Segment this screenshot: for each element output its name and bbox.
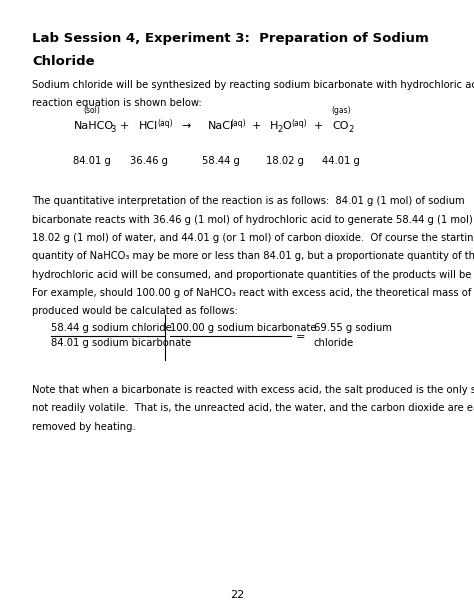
Text: 58.44 g: 58.44 g [202, 156, 240, 166]
Text: For example, should 100.00 g of NaHCO₃ react with excess acid, the theoretical m: For example, should 100.00 g of NaHCO₃ r… [32, 288, 474, 298]
Text: produced would be calculated as follows:: produced would be calculated as follows: [32, 306, 238, 316]
Text: +: + [120, 121, 129, 131]
Text: H: H [270, 121, 278, 131]
Text: 2: 2 [349, 126, 354, 134]
Text: 84.01 g: 84.01 g [73, 156, 110, 166]
Text: (gas): (gas) [331, 106, 351, 115]
Text: chloride: chloride [314, 338, 354, 348]
Text: 18.02 g: 18.02 g [266, 156, 304, 166]
Text: Lab Session 4, Experiment 3:  Preparation of Sodium: Lab Session 4, Experiment 3: Preparation… [32, 32, 429, 45]
Text: Sodium chloride will be synthesized by reacting sodium bicarbonate with hydrochl: Sodium chloride will be synthesized by r… [32, 80, 474, 89]
Text: +: + [252, 121, 261, 131]
Text: 2: 2 [278, 126, 283, 134]
Text: =: = [296, 332, 305, 342]
Text: (aq): (aq) [230, 120, 246, 128]
Text: (sol): (sol) [83, 106, 100, 115]
Text: Chloride: Chloride [32, 55, 95, 68]
Text: bicarbonate reacts with 36.46 g (1 mol) of hydrochloric acid to generate 58.44 g: bicarbonate reacts with 36.46 g (1 mol) … [32, 215, 474, 224]
Text: reaction equation is shown below:: reaction equation is shown below: [32, 98, 202, 108]
Text: The quantitative interpretation of the reaction is as follows:  84.01 g (1 mol) : The quantitative interpretation of the r… [32, 196, 465, 206]
Text: 100.00 g sodium bicarbonate: 100.00 g sodium bicarbonate [170, 324, 317, 333]
Text: 84.01 g sodium bicarbonate: 84.01 g sodium bicarbonate [51, 338, 191, 348]
Text: +: + [314, 121, 324, 131]
Text: 36.46 g: 36.46 g [130, 156, 168, 166]
Text: 3: 3 [110, 126, 116, 134]
Text: NaHCO: NaHCO [73, 121, 114, 131]
Text: hydrochloric acid will be consumed, and proportionate quantities of the products: hydrochloric acid will be consumed, and … [32, 270, 474, 280]
Text: 58.44 g sodium chloride: 58.44 g sodium chloride [51, 324, 172, 333]
Text: →: → [182, 121, 191, 131]
Text: not readily volatile.  That is, the unreacted acid, the water, and the carbon di: not readily volatile. That is, the unrea… [32, 403, 474, 413]
Text: O: O [283, 121, 291, 131]
Text: HCl: HCl [139, 121, 158, 131]
Text: (aq): (aq) [157, 120, 173, 128]
Text: CO: CO [332, 121, 349, 131]
Text: removed by heating.: removed by heating. [32, 422, 136, 432]
Text: NaCl: NaCl [208, 121, 234, 131]
Text: 44.01 g: 44.01 g [322, 156, 360, 166]
Text: 69.55 g sodium: 69.55 g sodium [314, 324, 392, 333]
Text: (aq): (aq) [292, 120, 307, 128]
Text: Note that when a bicarbonate is reacted with excess acid, the salt produced is t: Note that when a bicarbonate is reacted … [32, 385, 474, 395]
Text: 22: 22 [230, 590, 244, 600]
Text: quantity of NaHCO₃ may be more or less than 84.01 g, but a proportionate quantit: quantity of NaHCO₃ may be more or less t… [32, 251, 474, 261]
Text: 18.02 g (1 mol) of water, and 44.01 g (or 1 mol) of carbon dioxide.  Of course t: 18.02 g (1 mol) of water, and 44.01 g (o… [32, 233, 474, 243]
